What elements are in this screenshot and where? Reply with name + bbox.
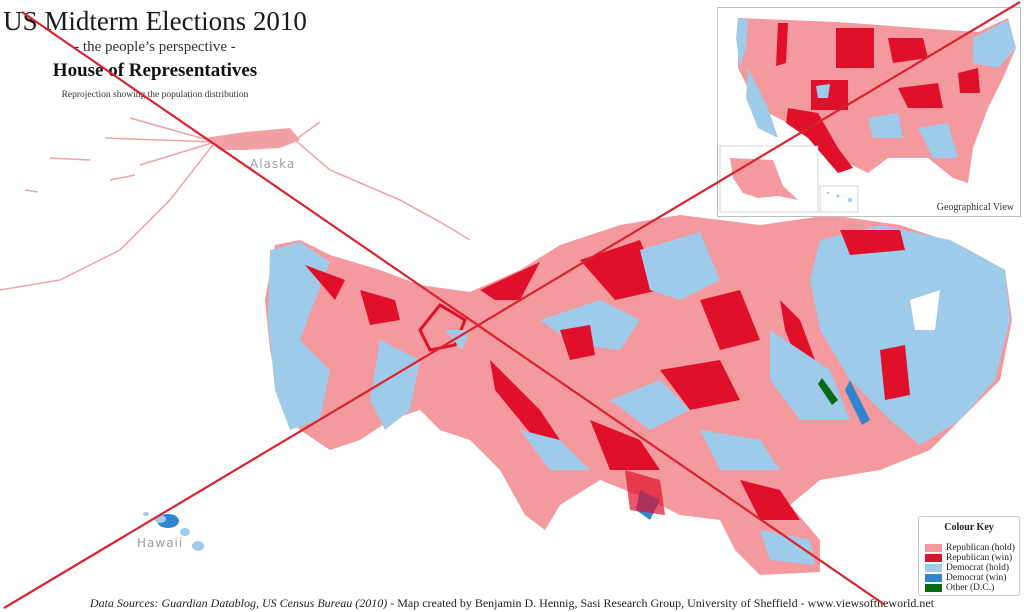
republican-win-swatch: [925, 554, 942, 562]
legend-label: Republican (hold): [946, 543, 1015, 553]
legend-title: Colour Key: [944, 522, 994, 533]
geographical-map: [719, 18, 1016, 213]
map-description: Reprojection showing the population dist…: [61, 90, 249, 100]
democrat-win-swatch: [925, 574, 942, 582]
legend-label: Democrat (hold): [946, 563, 1010, 573]
legend-label: Democrat (win): [946, 573, 1007, 583]
legend-label: Republican (win): [946, 553, 1013, 563]
chamber-heading: House of Representatives: [52, 60, 258, 81]
map-subtitle: - the people’s perspective -: [74, 39, 236, 55]
colour-key-legend: Colour Key Republican (hold) Republican …: [918, 516, 1020, 596]
legend-item-other: Other (D.C.): [925, 583, 1019, 593]
map-title: US Midterm Elections 2010: [3, 6, 307, 36]
legend-label: Other (D.C.): [946, 583, 995, 593]
geographical-view-inset: Geographical View: [717, 7, 1021, 217]
footer-credits: Data Sources: Guardian Datablog, US Cens…: [0, 596, 1024, 611]
map-credit: - Map created by Benjamin D. Hennig, Sas…: [387, 596, 935, 610]
alaska-label: Alaska: [250, 157, 296, 171]
legend-item-republican-hold: Republican (hold): [925, 543, 1019, 553]
democrat-hold-swatch: [925, 564, 942, 572]
republican-hold-swatch: [925, 544, 942, 552]
title-block: US Midterm Elections 2010 - the people’s…: [0, 6, 310, 102]
hawaii-label: Hawaii: [137, 536, 184, 550]
legend-item-democrat-hold: Democrat (hold): [925, 563, 1019, 573]
legend-item-democrat-win: Democrat (win): [925, 573, 1019, 583]
other-swatch: [925, 584, 942, 592]
data-sources: Data Sources: Guardian Datablog, US Cens…: [89, 596, 388, 610]
contiguous-us-cartogram: [265, 215, 1012, 575]
geographical-view-label: Geographical View: [936, 202, 1014, 213]
alaska-core: [205, 128, 300, 150]
legend-item-republican-win: Republican (win): [925, 553, 1019, 563]
